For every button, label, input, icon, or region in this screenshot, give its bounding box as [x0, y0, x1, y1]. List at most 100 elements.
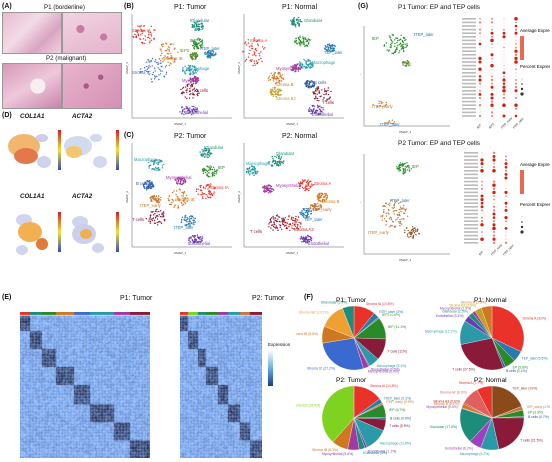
umap-c-right-label-8: T cells	[250, 229, 262, 234]
umap-b-left-xlabel: UMAP_1	[174, 122, 186, 126]
pie-0-label-5: Macrophage (5.4%)	[377, 364, 407, 368]
pie-3-label-0: TEP_later (19%)	[512, 386, 537, 390]
umap-b-left-label-2: tEP	[190, 38, 197, 43]
umap-b-left-label-6: Stroma tC	[132, 70, 151, 75]
umap-b-left-label-3: tEP2	[180, 48, 190, 53]
umap-b-right-axes: UMAP_1 UMAP_2	[237, 14, 344, 126]
pie-3-label-12: Stroma A (7.7%)	[459, 381, 484, 385]
dotplot-top-xcat-3: tTEP_later	[512, 117, 525, 130]
umap-g-bottom-xlabel: UMAP_1	[399, 258, 411, 262]
pie-2-label-4: B cells (0.9%)	[390, 416, 411, 420]
pie-3-label-2: EP (3.3%)	[528, 411, 543, 415]
g-top-legend-avg: Average Expression	[520, 28, 550, 33]
panel-e-right-title: P2: Tumor	[252, 295, 285, 302]
umap-c-left-axes: UMAP_1 UMAP_2	[126, 143, 232, 255]
gene-label-1: COL1A1	[20, 113, 45, 120]
g-bottom-legend-avg: Average Expression	[520, 162, 550, 167]
umap-b-right-label-4: Macrophage	[312, 60, 336, 65]
pie-1-slice-10	[480, 305, 493, 339]
panel-g-letter: (G)	[358, 3, 369, 10]
umap-b-left-label-0: Stroma tA	[132, 28, 151, 33]
umap-b-right-label-8: Stroma B2	[276, 96, 296, 101]
pie-1-label-1: TEP_later (5.5%)	[522, 357, 548, 361]
heatmap-p2-tumor	[180, 312, 262, 458]
umap-b-right-label-6: Stroma B	[276, 82, 294, 87]
panel-f-letter: (F)	[304, 294, 313, 301]
pie-1-slice-0	[491, 305, 525, 352]
umap-c-left-label-6: Stroma tB	[176, 197, 195, 202]
panel-a-p1-title: P1 (borderline)	[44, 4, 85, 11]
pie-1-label-2: EP (5.6%)	[513, 366, 528, 370]
umap-b-left-label-9: T cells	[196, 88, 208, 93]
umap-b-right-label-1: EP	[306, 38, 312, 43]
umap-c-right-label-2: Stroma A	[314, 181, 331, 186]
umap-c-left-label-5: Stroma tA	[210, 185, 229, 190]
pie-1-label-0: Stroma A (32%)	[522, 317, 546, 321]
histology-p2-high	[62, 63, 122, 109]
umap-g-top-label-4: tTEP_later	[380, 122, 400, 127]
umap-c-right-label-0: Glandular	[276, 151, 295, 156]
pie-2-label-6: Macrophage (11.8%)	[380, 441, 411, 445]
umap-g-bottom-ylabel: UMAP_2	[360, 200, 361, 212]
pie-3-label-1: TEP_early (1.9%)	[526, 405, 550, 409]
umap-g-bottom-label-1: tTEP_later	[390, 198, 410, 203]
pie-0-slice-8	[322, 337, 364, 371]
pie-3-label-10: Stroma A3 (0.6%)	[433, 399, 460, 403]
umap-b-right-label-2: TEP_later	[324, 50, 343, 55]
umap-b-right-ylabel: UMAP_2	[237, 62, 241, 74]
umap-c-left-label-2: tEP	[218, 165, 225, 170]
umap-g-top-label-0: tEP	[372, 36, 379, 41]
umap-g-top-xlabel: UMAP_1	[399, 130, 411, 134]
pie-3-slice-4	[491, 417, 525, 450]
umap-c-right-axes: UMAP_1 UMAP_2	[237, 143, 344, 255]
umap-b-right-label-0: Glandular	[304, 18, 323, 23]
pie-0-label-6: tEndothelial (0.5%)	[371, 368, 400, 372]
pie-1-label-7: Glandular (2.5%)	[442, 309, 468, 313]
pie-title-1: P1: Normal	[474, 297, 507, 304]
umap-c-right-label-1: Macrophage	[246, 161, 270, 166]
umap-b-left-ylabel: UMAP_2	[126, 62, 129, 74]
dotplot-bottom-xcat-2: tTEP_later	[502, 243, 515, 256]
pie-3-label-7: Glandular (17.8%)	[430, 425, 458, 429]
histology-p1-low	[2, 12, 62, 54]
umap-c-left-label-7: tTEP_early	[140, 203, 162, 208]
umap-g-top-label-3: tTEP_early	[372, 104, 394, 109]
dotplot-top-xcat-0: tEP	[476, 123, 482, 129]
pie-0-label-1: tTEP_later (3%)	[379, 310, 403, 314]
pie-1-label-10: Stroma B (5.5%)	[461, 301, 486, 305]
umap-c-right-label-4: Stroma B	[322, 199, 340, 204]
umap-g-top-label-1: tTEP_later	[414, 32, 434, 37]
pie-3-slice-12	[476, 385, 493, 419]
umap-g-bottom-axes: UMAP_1 UMAP_2	[360, 154, 450, 262]
umap-g-top-axes: UMAP_1 UMAP_2	[360, 26, 450, 134]
umap-c-left-label-0: tGlandular	[204, 145, 224, 150]
pie-3-label-3: B cells (0.7%)	[528, 415, 549, 419]
pie-0-label-0: Stroma tA (10.8%)	[366, 302, 394, 306]
g-top-legend-pct: Percent Expressed	[520, 64, 550, 69]
panel-g-bottom-title: P2 Tumor: EP and TEP cells	[398, 140, 481, 147]
pie-2-label-8: tGlandular (3%)	[363, 451, 387, 455]
pie-3-slice-0	[491, 385, 522, 419]
pie-3-label-4: T cells (21.5%)	[520, 439, 543, 443]
umap-c-left-label-3: B cells	[136, 181, 148, 186]
pie-2-slice-11	[321, 385, 355, 443]
pie-0-label-10: Stroma tB2 (13.1%)	[299, 311, 329, 315]
panel-g-bottom: UMAP_1 UMAP_2 tEP tTEP_later tTEP_early tEP tT…	[360, 151, 550, 262]
panel-a-letter: (A)	[2, 3, 12, 10]
pie-1-slice-4	[460, 337, 504, 371]
panel-e-left-title: P1: Tumor	[120, 295, 153, 302]
umap-b-right-label-5: Myosynthelial	[276, 66, 301, 71]
pie-0-label-2: tEP2 (0.6%)	[382, 313, 400, 317]
umap-b-left-label-5: Stroma tB	[164, 56, 183, 61]
dotplot-bottom-xcat-0: tEP	[478, 250, 484, 256]
umap-g-top-label-2: tEP2	[402, 62, 412, 67]
heatmap-p1-tumor	[20, 312, 150, 458]
umap-b-right-label-3: Stroma A	[250, 38, 267, 43]
pie-1-label-9: Stroma B2 (3.5%)	[449, 304, 476, 308]
pie-title-3: P2: Normal	[474, 377, 507, 384]
pie-2-label-5: T cells (5.9%)	[389, 424, 410, 428]
pie-0-label-3: tEP (11.1%)	[388, 325, 406, 329]
umap-b-right-xlabel: UMAP_1	[286, 122, 298, 126]
umap-g-top-ylabel: UMAP_2	[360, 72, 361, 84]
